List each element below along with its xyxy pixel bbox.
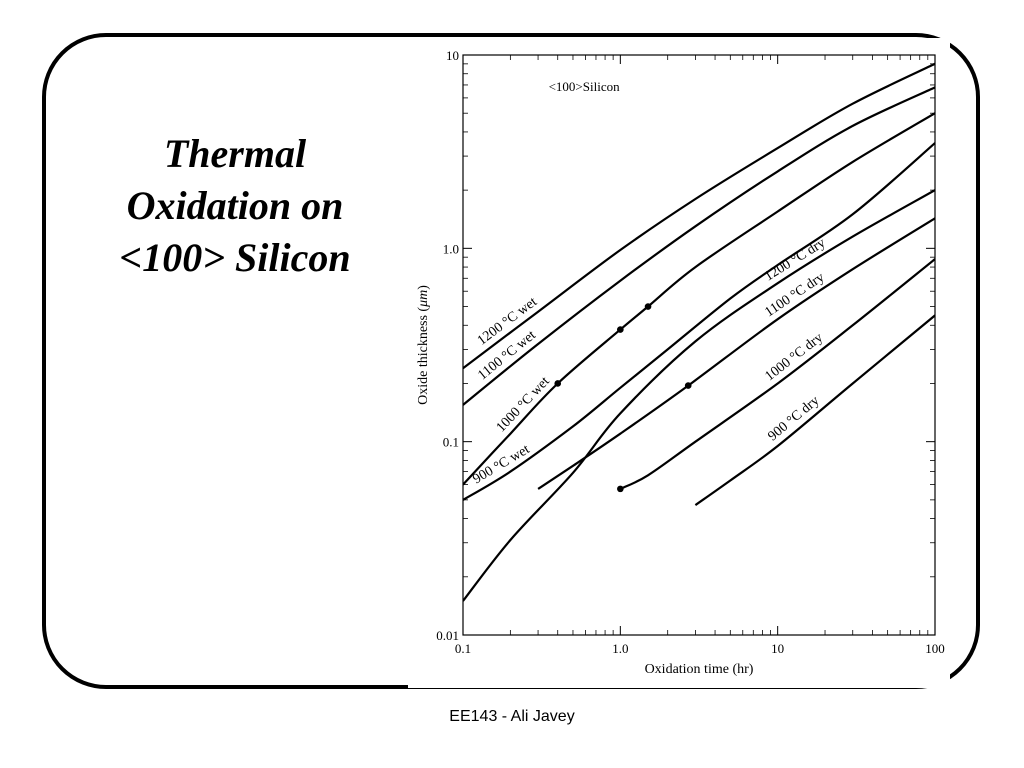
series-label: 900 °C dry xyxy=(765,393,822,444)
series-line-3 xyxy=(463,142,935,501)
series-line-1 xyxy=(463,86,935,406)
data-point-marker xyxy=(684,382,692,389)
y-tick-labels: 0.01 0.1 1.0 10 xyxy=(436,48,459,643)
x-tick-label: 1.0 xyxy=(612,641,628,656)
series-line-4 xyxy=(463,189,935,602)
series-label: 1000 °C dry xyxy=(763,330,826,384)
x-tick-label: 10 xyxy=(771,641,784,656)
data-point-marker xyxy=(617,326,624,333)
chart-axes: 0.1 1.0 10 100 0.010.11.010 xyxy=(436,48,945,656)
y-tick-label: 10 xyxy=(446,48,459,63)
series-label: 900 °C wet xyxy=(471,442,533,487)
data-point-marker xyxy=(644,303,652,310)
x-axis-label: Oxidation time (hr) xyxy=(645,662,754,677)
y-tick-label: 1.0 xyxy=(443,241,459,256)
y-axis-label-suffix: ) xyxy=(416,285,431,290)
y-axis-label: Oxide thickness (μm) xyxy=(416,285,431,405)
y-tick-label: 0.1 xyxy=(443,435,459,450)
y-axis-label-unit: μm xyxy=(416,290,431,308)
chart-svg: 0.1 1.0 10 100 0.010.11.010 Oxidation time … xyxy=(416,48,945,677)
chart-annotation: <100>Silicon xyxy=(549,79,620,94)
y-tick-label: 0.01 xyxy=(436,628,459,643)
series-line-6 xyxy=(619,258,935,490)
y-axis-label-prefix: Oxide thickness ( xyxy=(416,307,431,405)
series-line-0 xyxy=(463,62,935,370)
series-line-5 xyxy=(537,217,935,490)
data-markers xyxy=(554,303,692,493)
tick-marks xyxy=(462,54,936,636)
data-point-marker xyxy=(617,485,624,493)
x-tick-label: 0.1 xyxy=(455,641,471,656)
series-line-7 xyxy=(694,314,935,506)
slide-title: Thermal Oxidation on <100> Silicon xyxy=(119,131,351,280)
x-tick-labels: 0.1 1.0 10 100 xyxy=(455,641,945,656)
footer-text: EE143 - Ali Javey xyxy=(449,708,575,725)
x-tick-label: 100 xyxy=(925,641,945,656)
oxidation-chart: 0.1 1.0 10 100 0.01 0.1 1.0 10 Oxidation time … xyxy=(408,38,950,688)
data-point-marker xyxy=(554,380,562,387)
series-label: 1000 °C wet xyxy=(494,374,553,435)
plot-frame xyxy=(462,54,936,636)
series-lines xyxy=(463,62,935,602)
